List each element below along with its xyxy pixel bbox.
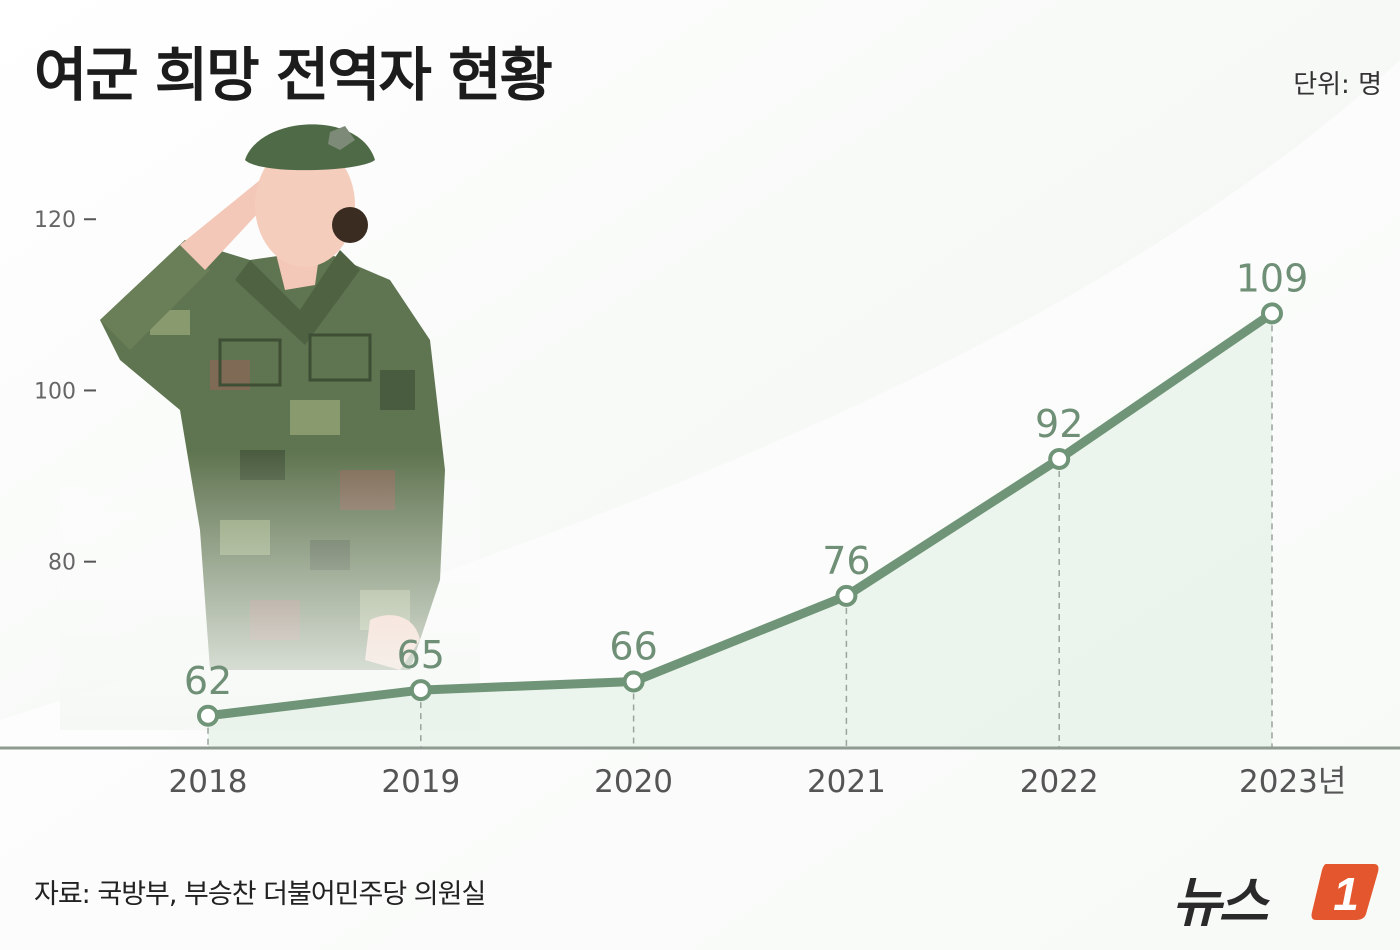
x-tick-label: 2019 [381,764,460,800]
soldier-illustration [60,110,480,730]
data-label: 76 [822,539,870,583]
data-point [409,679,432,702]
area-fill [208,313,1272,748]
data-point [197,704,219,727]
x-tick-label: 2018 [169,764,248,800]
chart-title: 여군 희망 전역자 현황 [34,41,553,109]
unit-label: 단위: 명 [1293,70,1382,100]
x-tick-label: 2020 [594,764,673,800]
data-label: 62 [184,659,232,703]
logo-badge-icon: 1 [1311,864,1379,920]
data-point [1048,447,1071,470]
y-tick-label: 100 [34,379,76,404]
y-tick-label: 120 [34,208,76,233]
y-tick-label: 80 [48,551,76,576]
x-tick-label: 2021 [807,764,886,800]
data-point [622,670,645,693]
x-tick-label: 2023년 [1239,764,1346,800]
series-line [203,308,1277,721]
data-label: 65 [397,633,445,677]
logo-badge-text: 1 [1333,868,1359,920]
data-point [1261,302,1283,325]
x-tick-label: 2022 [1020,764,1099,800]
data-label: 92 [1035,402,1083,446]
data-label: 109 [1236,256,1309,300]
data-label: 66 [609,625,657,669]
logo-text: 뉴스 [1172,871,1268,934]
source-note: 자료: 국방부, 부승찬 더불어민주당 의원실 [34,879,486,910]
data-point [835,584,858,607]
news1-logo: 뉴스 1 [1172,852,1382,934]
